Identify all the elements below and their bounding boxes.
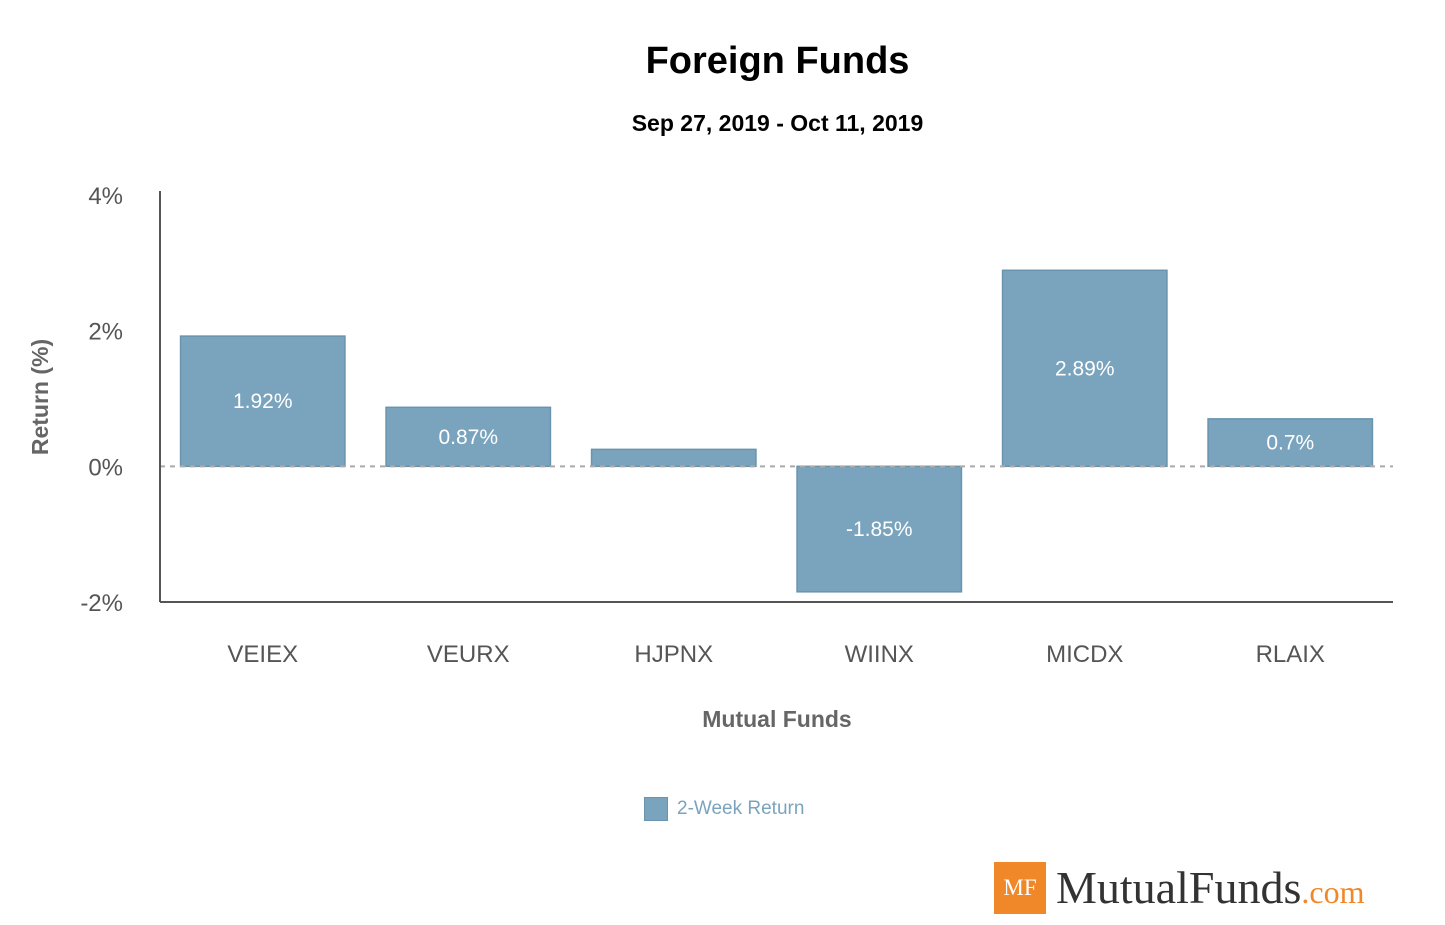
- data-label-veiex: 1.92%: [233, 390, 293, 413]
- data-label-micdx: 2.89%: [1055, 357, 1115, 380]
- x-tick-label: WIINX: [845, 641, 914, 668]
- x-tick-label: RLAIX: [1256, 641, 1325, 668]
- data-labels-group: 1.92% 0.87% -1.85% 2.89% 0.7%: [233, 357, 1314, 541]
- y-tick-label: 2%: [88, 319, 123, 346]
- x-tick-label: VEIEX: [227, 641, 298, 668]
- legend-swatch: [644, 797, 668, 821]
- bar-wiinx[interactable]: [796, 465, 963, 593]
- logo-suffix: .com: [1301, 874, 1365, 910]
- y-axis-title: Return (%): [27, 339, 53, 455]
- chart-subtitle: Sep 27, 2019 - Oct 11, 2019: [631, 110, 924, 136]
- y-tick-label: 4%: [88, 183, 123, 210]
- y-tick-label: -2%: [80, 590, 123, 617]
- logo-mark: MF: [994, 862, 1046, 914]
- data-label-veurx: 0.87%: [438, 426, 498, 449]
- bars-group: [179, 269, 1374, 593]
- x-tick-label: VEURX: [427, 641, 510, 668]
- bar-hjpnx[interactable]: [590, 448, 757, 468]
- bar-rlaix[interactable]: [1207, 418, 1374, 468]
- bar-veurx[interactable]: [385, 406, 552, 468]
- x-tick-label: MICDX: [1046, 641, 1123, 668]
- legend[interactable]: 2-Week Return: [644, 797, 804, 821]
- logo-wordmark: MutualFunds.com: [1056, 865, 1364, 911]
- data-label-rlaix: 0.7%: [1266, 432, 1314, 455]
- chart-title: Foreign Funds: [645, 40, 910, 82]
- y-tick-label: 0%: [88, 454, 123, 481]
- logo: MF MutualFunds.com: [994, 862, 1364, 914]
- axes-group: VEIEX VEURX HJPNX WIINX MICDX RLAIX 4% 2% 0% -2%: [80, 183, 1393, 668]
- logo-name: MutualFunds: [1056, 862, 1302, 913]
- x-tick-label: HJPNX: [634, 641, 713, 668]
- bar-micdx[interactable]: [1001, 269, 1168, 468]
- data-label-wiinx: -1.85%: [846, 518, 913, 541]
- legend-label: 2-Week Return: [677, 798, 805, 819]
- x-axis-title: Mutual Funds: [702, 706, 851, 732]
